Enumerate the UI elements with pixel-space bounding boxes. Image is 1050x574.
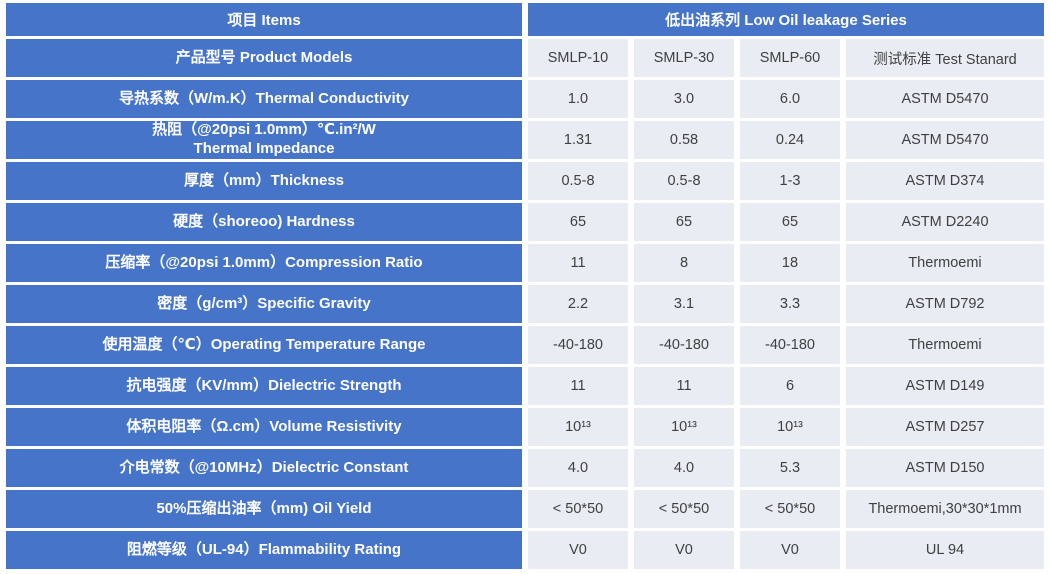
value-smlp60: 6.0 xyxy=(740,80,840,118)
series-header-cell: 低出油系列 Low Oil leakage Series xyxy=(528,3,1044,36)
row-item-label: 介电常数（@10MHz）Dielectric Constant xyxy=(6,449,522,487)
items-header-cell: 项目 Items xyxy=(6,3,522,36)
row-item-label: 阻燃等级（UL-94）Flammability Rating xyxy=(6,531,522,569)
row-standard: ASTM D2240 xyxy=(846,203,1044,241)
table-row: 密度（g/cm³）Specific Gravity 2.2 3.1 3.3 AS… xyxy=(6,285,1044,323)
row-item-label: 热阻（@20psi 1.0mm）℃.in²/W Thermal Impedanc… xyxy=(6,121,522,159)
value-smlp60: 18 xyxy=(740,244,840,282)
value-smlp10: 65 xyxy=(528,203,628,241)
value-smlp30: < 50*50 xyxy=(634,490,734,528)
row-item-label: 导热系数（W/m.K）Thermal Conductivity xyxy=(6,80,522,118)
model-name-smlp10: SMLP-10 xyxy=(528,39,628,77)
model-row-label: 产品型号 Product Models xyxy=(6,39,522,77)
value-smlp10: 11 xyxy=(528,244,628,282)
row-standard: ASTM D257 xyxy=(846,408,1044,446)
value-smlp10: < 50*50 xyxy=(528,490,628,528)
value-smlp60: 6 xyxy=(740,367,840,405)
row-item-label: 使用温度（℃）Operating Temperature Range xyxy=(6,326,522,364)
row-standard: ASTM D5470 xyxy=(846,121,1044,159)
value-smlp30: 65 xyxy=(634,203,734,241)
value-smlp60: 10¹³ xyxy=(740,408,840,446)
row-item-label: 抗电强度（KV/mm）Dielectric Strength xyxy=(6,367,522,405)
value-smlp30: 0.58 xyxy=(634,121,734,159)
table-row: 导热系数（W/m.K）Thermal Conductivity 1.0 3.0 … xyxy=(6,80,1044,118)
row-standard: ASTM D5470 xyxy=(846,80,1044,118)
model-header-row: 产品型号 Product Models SMLP-10 SMLP-30 SMLP… xyxy=(6,39,1044,77)
table-row: 压缩率（@20psi 1.0mm）Compression Ratio 11 8 … xyxy=(6,244,1044,282)
value-smlp30: -40-180 xyxy=(634,326,734,364)
model-name-smlp60: SMLP-60 xyxy=(740,39,840,77)
model-name-smlp30: SMLP-30 xyxy=(634,39,734,77)
table-header-row: 项目 Items 低出油系列 Low Oil leakage Series xyxy=(6,3,1044,36)
row-standard: ASTM D149 xyxy=(846,367,1044,405)
row-item-label: 密度（g/cm³）Specific Gravity xyxy=(6,285,522,323)
row-standard: ASTM D374 xyxy=(846,162,1044,200)
table-row: 体积电阻率（Ω.cm）Volume Resistivity 10¹³ 10¹³ … xyxy=(6,408,1044,446)
row-item-label: 50%压缩出油率（mm) Oil Yield xyxy=(6,490,522,528)
value-smlp10: 1.31 xyxy=(528,121,628,159)
value-smlp10: 10¹³ xyxy=(528,408,628,446)
test-standard-header: 测试标准 Test Stanard xyxy=(846,39,1044,77)
value-smlp30: 3.0 xyxy=(634,80,734,118)
row-item-label: 体积电阻率（Ω.cm）Volume Resistivity xyxy=(6,408,522,446)
row-standard: Thermoemi,30*30*1mm xyxy=(846,490,1044,528)
table-row: 热阻（@20psi 1.0mm）℃.in²/W Thermal Impedanc… xyxy=(6,121,1044,159)
value-smlp10: 4.0 xyxy=(528,449,628,487)
value-smlp10: -40-180 xyxy=(528,326,628,364)
row-item-label: 压缩率（@20psi 1.0mm）Compression Ratio xyxy=(6,244,522,282)
value-smlp10: V0 xyxy=(528,531,628,569)
value-smlp60: -40-180 xyxy=(740,326,840,364)
row-item-label: 硬度（shoreoo) Hardness xyxy=(6,203,522,241)
value-smlp10: 11 xyxy=(528,367,628,405)
table-row: 阻燃等级（UL-94）Flammability Rating V0 V0 V0 … xyxy=(6,531,1044,569)
value-smlp30: 10¹³ xyxy=(634,408,734,446)
row-standard: ASTM D150 xyxy=(846,449,1044,487)
value-smlp60: 5.3 xyxy=(740,449,840,487)
value-smlp60: 65 xyxy=(740,203,840,241)
value-smlp30: 0.5-8 xyxy=(634,162,734,200)
table-row: 厚度（mm）Thickness 0.5-8 0.5-8 1-3 ASTM D37… xyxy=(6,162,1044,200)
value-smlp30: 11 xyxy=(634,367,734,405)
table-row: 50%压缩出油率（mm) Oil Yield < 50*50 < 50*50 <… xyxy=(6,490,1044,528)
table-row: 硬度（shoreoo) Hardness 65 65 65 ASTM D2240 xyxy=(6,203,1044,241)
value-smlp60: 3.3 xyxy=(740,285,840,323)
row-standard: Thermoemi xyxy=(846,244,1044,282)
row-standard: ASTM D792 xyxy=(846,285,1044,323)
value-smlp30: 4.0 xyxy=(634,449,734,487)
value-smlp10: 2.2 xyxy=(528,285,628,323)
value-smlp30: V0 xyxy=(634,531,734,569)
row-item-label: 厚度（mm）Thickness xyxy=(6,162,522,200)
value-smlp30: 8 xyxy=(634,244,734,282)
table-row: 介电常数（@10MHz）Dielectric Constant 4.0 4.0 … xyxy=(6,449,1044,487)
value-smlp60: 1-3 xyxy=(740,162,840,200)
value-smlp60: 0.24 xyxy=(740,121,840,159)
value-smlp60: V0 xyxy=(740,531,840,569)
row-standard: UL 94 xyxy=(846,531,1044,569)
row-standard: Thermoemi xyxy=(846,326,1044,364)
table-row: 使用温度（℃）Operating Temperature Range -40-1… xyxy=(6,326,1044,364)
table-row: 抗电强度（KV/mm）Dielectric Strength 11 11 6 A… xyxy=(6,367,1044,405)
value-smlp10: 1.0 xyxy=(528,80,628,118)
value-smlp30: 3.1 xyxy=(634,285,734,323)
value-smlp60: < 50*50 xyxy=(740,490,840,528)
value-smlp10: 0.5-8 xyxy=(528,162,628,200)
